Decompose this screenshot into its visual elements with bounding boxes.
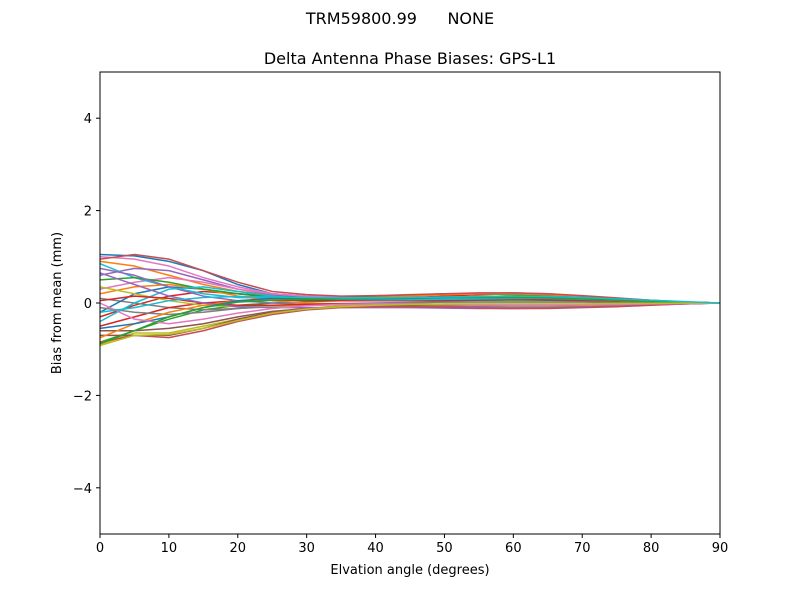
x-tick-label: 70 — [574, 541, 591, 556]
y-tick-label: −4 — [73, 482, 92, 497]
y-tick-label: 0 — [84, 297, 92, 312]
x-axis-label: Elvation angle (degrees) — [330, 563, 489, 578]
figure-suptitle: TRM59800.99 NONE — [305, 9, 495, 28]
series-layer — [99, 253, 721, 347]
y-tick-label: −2 — [73, 389, 92, 404]
y-tick-label: 2 — [84, 205, 92, 220]
x-tick-label: 30 — [298, 541, 315, 556]
x-axis: 0 10 20 30 40 50 60 70 80 90 — [96, 534, 728, 556]
y-axis: −4 −2 0 2 4 — [73, 112, 100, 497]
series-line-26 — [99, 302, 721, 344]
x-tick-label: 60 — [505, 541, 522, 556]
x-tick-label: 10 — [161, 541, 178, 556]
y-axis-label: Bias from mean (mm) — [50, 232, 65, 374]
series-line-18 — [99, 301, 720, 316]
y-tick-label: 4 — [84, 112, 92, 127]
x-tick-label: 80 — [643, 541, 660, 556]
x-tick-label: 90 — [712, 541, 729, 556]
x-tick-label: 40 — [367, 541, 384, 556]
series-line-25 — [99, 253, 721, 304]
chart-title: Delta Antenna Phase Biases: GPS-L1 — [264, 49, 556, 68]
x-tick-label: 20 — [230, 541, 247, 556]
x-tick-label: 0 — [96, 541, 104, 556]
x-tick-label: 50 — [436, 541, 453, 556]
series-line-30 — [99, 295, 721, 313]
series-line-29 — [99, 302, 720, 347]
